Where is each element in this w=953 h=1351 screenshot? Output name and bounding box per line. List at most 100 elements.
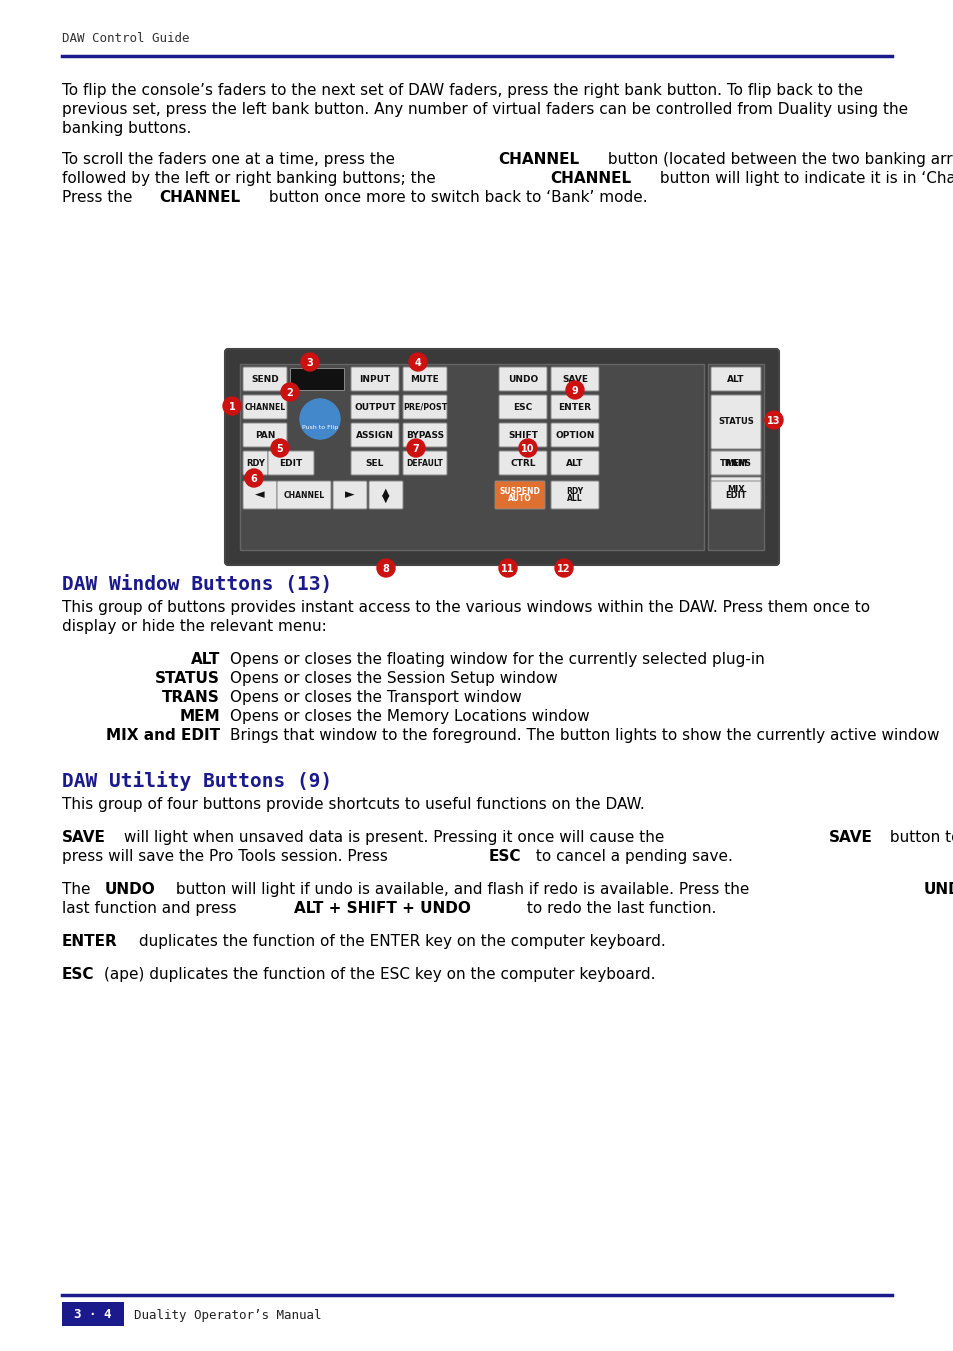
Text: last function and press: last function and press bbox=[62, 901, 241, 916]
Text: banking buttons.: banking buttons. bbox=[62, 122, 192, 136]
Text: AUTO: AUTO bbox=[508, 494, 532, 503]
FancyBboxPatch shape bbox=[551, 367, 598, 390]
FancyBboxPatch shape bbox=[498, 394, 546, 419]
Text: duplicates the function of the ENTER key on the computer keyboard.: duplicates the function of the ENTER key… bbox=[133, 934, 665, 948]
FancyBboxPatch shape bbox=[710, 481, 760, 509]
Text: SAVE: SAVE bbox=[828, 830, 872, 844]
Circle shape bbox=[518, 439, 537, 457]
Text: This group of four buttons provide shortcuts to useful functions on the DAW.: This group of four buttons provide short… bbox=[62, 797, 644, 812]
Text: button once more to switch back to ‘Bank’ mode.: button once more to switch back to ‘Bank… bbox=[264, 190, 647, 205]
Text: ALT + SHIFT + UNDO: ALT + SHIFT + UNDO bbox=[294, 901, 470, 916]
Text: BYPASS: BYPASS bbox=[406, 431, 443, 439]
Text: TRANS: TRANS bbox=[720, 458, 751, 467]
Text: to cancel a pending save.: to cancel a pending save. bbox=[530, 848, 732, 865]
Circle shape bbox=[565, 381, 583, 399]
Text: PAN: PAN bbox=[254, 431, 274, 439]
Text: ESC: ESC bbox=[513, 403, 532, 412]
Text: followed by the left or right banking buttons; the: followed by the left or right banking bu… bbox=[62, 172, 440, 186]
Circle shape bbox=[376, 559, 395, 577]
Text: 3: 3 bbox=[306, 358, 313, 367]
Text: DAW Window Buttons (13): DAW Window Buttons (13) bbox=[62, 576, 332, 594]
Text: MEM: MEM bbox=[179, 709, 220, 724]
Text: MUTE: MUTE bbox=[410, 374, 439, 384]
Text: SAVE: SAVE bbox=[561, 374, 587, 384]
FancyBboxPatch shape bbox=[710, 451, 760, 476]
Text: This group of buttons provides instant access to the various windows within the : This group of buttons provides instant a… bbox=[62, 600, 869, 615]
FancyBboxPatch shape bbox=[243, 367, 287, 390]
Text: CHANNEL: CHANNEL bbox=[497, 153, 578, 168]
Text: press will save the Pro Tools session. Press: press will save the Pro Tools session. P… bbox=[62, 848, 393, 865]
Text: button will light if undo is available, and flash if redo is available. Press th: button will light if undo is available, … bbox=[171, 882, 753, 897]
Circle shape bbox=[281, 382, 298, 401]
Text: MIX: MIX bbox=[726, 485, 744, 493]
Text: Brings that window to the foreground. The button lights to show the currently ac: Brings that window to the foreground. Th… bbox=[230, 728, 939, 743]
FancyBboxPatch shape bbox=[498, 367, 546, 390]
Text: ENTER: ENTER bbox=[558, 403, 591, 412]
Text: Opens or closes the Session Setup window: Opens or closes the Session Setup window bbox=[230, 671, 558, 686]
Text: DEFAULT: DEFAULT bbox=[406, 458, 443, 467]
FancyBboxPatch shape bbox=[243, 481, 276, 509]
Text: (ape) duplicates the function of the ESC key on the computer keyboard.: (ape) duplicates the function of the ESC… bbox=[104, 967, 655, 982]
Text: INPUT: INPUT bbox=[359, 374, 390, 384]
Text: ◄: ◄ bbox=[254, 489, 265, 501]
Circle shape bbox=[299, 399, 339, 439]
Text: ▲: ▲ bbox=[382, 486, 390, 497]
Circle shape bbox=[764, 411, 782, 430]
Text: CHANNEL: CHANNEL bbox=[550, 172, 631, 186]
Text: display or hide the relevant menu:: display or hide the relevant menu: bbox=[62, 619, 327, 634]
Text: 5: 5 bbox=[276, 443, 283, 454]
FancyBboxPatch shape bbox=[225, 349, 779, 565]
Text: ALT: ALT bbox=[191, 653, 220, 667]
FancyBboxPatch shape bbox=[551, 481, 598, 509]
Text: Duality Operator’s Manual: Duality Operator’s Manual bbox=[133, 1309, 321, 1321]
Text: CTRL: CTRL bbox=[510, 458, 536, 467]
FancyBboxPatch shape bbox=[710, 367, 760, 390]
FancyBboxPatch shape bbox=[402, 451, 447, 476]
Circle shape bbox=[409, 353, 427, 372]
Text: EDIT: EDIT bbox=[279, 458, 302, 467]
Text: 13: 13 bbox=[766, 416, 780, 426]
Text: MEM: MEM bbox=[724, 458, 746, 467]
Text: UNDO: UNDO bbox=[507, 374, 537, 384]
Text: Press the: Press the bbox=[62, 190, 137, 205]
Text: RDY: RDY bbox=[566, 486, 583, 496]
Text: 6: 6 bbox=[251, 473, 257, 484]
Text: DAW Control Guide: DAW Control Guide bbox=[62, 32, 190, 45]
Bar bbox=[290, 367, 344, 390]
Text: RDY: RDY bbox=[246, 458, 265, 467]
FancyBboxPatch shape bbox=[551, 423, 598, 447]
Bar bbox=[707, 363, 763, 550]
FancyBboxPatch shape bbox=[710, 394, 760, 449]
Text: to redo the last function.: to redo the last function. bbox=[521, 901, 716, 916]
Text: UNDO: UNDO bbox=[923, 882, 953, 897]
Text: 11: 11 bbox=[500, 563, 515, 574]
Text: 3 · 4: 3 · 4 bbox=[74, 1309, 112, 1321]
Text: button to flash. A second: button to flash. A second bbox=[884, 830, 953, 844]
Text: ▼: ▼ bbox=[382, 493, 390, 504]
Circle shape bbox=[407, 439, 424, 457]
Text: 9: 9 bbox=[571, 385, 578, 396]
Text: 1: 1 bbox=[229, 401, 235, 412]
FancyBboxPatch shape bbox=[551, 394, 598, 419]
Text: TRANS: TRANS bbox=[162, 690, 220, 705]
Text: STATUS: STATUS bbox=[155, 671, 220, 686]
Text: Opens or closes the floating window for the currently selected plug-in: Opens or closes the floating window for … bbox=[230, 653, 764, 667]
Text: will light when unsaved data is present. Pressing it once will cause the: will light when unsaved data is present.… bbox=[118, 830, 668, 844]
FancyBboxPatch shape bbox=[498, 451, 546, 476]
Text: ALT: ALT bbox=[726, 374, 744, 384]
FancyBboxPatch shape bbox=[710, 451, 760, 476]
Circle shape bbox=[498, 559, 517, 577]
FancyBboxPatch shape bbox=[243, 423, 287, 447]
Text: DAW Utility Buttons (9): DAW Utility Buttons (9) bbox=[62, 771, 332, 790]
Text: 8: 8 bbox=[382, 563, 389, 574]
FancyBboxPatch shape bbox=[276, 481, 331, 509]
FancyBboxPatch shape bbox=[369, 481, 402, 509]
Circle shape bbox=[223, 397, 241, 415]
Text: Push to Flip: Push to Flip bbox=[301, 426, 337, 431]
Text: 4: 4 bbox=[415, 358, 421, 367]
Text: SAVE: SAVE bbox=[62, 830, 106, 844]
FancyBboxPatch shape bbox=[333, 481, 367, 509]
Text: 10: 10 bbox=[520, 443, 535, 454]
Text: STATUS: STATUS bbox=[718, 417, 753, 427]
Text: 7: 7 bbox=[413, 443, 419, 454]
